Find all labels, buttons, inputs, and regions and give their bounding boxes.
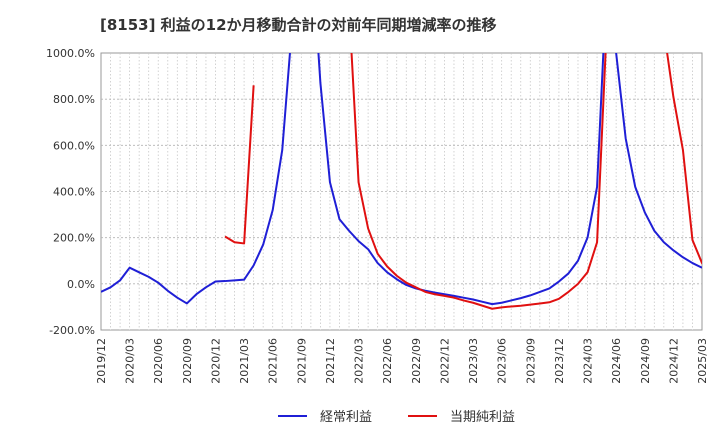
series-layer: [101, 53, 702, 310]
x-tick-label: 2022/12: [438, 338, 451, 384]
x-tick-label: 2020/03: [124, 338, 137, 384]
legend-label-1: 経常利益: [320, 410, 372, 425]
y-tick-label: 0.0%: [67, 278, 95, 291]
y-tick-label: 400.0%: [53, 186, 95, 199]
x-tick-label: 2020/09: [181, 338, 194, 384]
x-tick-label: 2023/06: [496, 338, 509, 384]
x-tick-label: 2024/03: [582, 338, 595, 384]
y-tick-label: 1000.0%: [46, 47, 95, 60]
y-tick-label: 600.0%: [53, 139, 95, 152]
x-tick-label: 2023/12: [553, 338, 566, 384]
chart-title: [8153] 利益の12か月移動合計の対前年同期増減率の推移: [100, 16, 497, 34]
x-tick-label: 2022/03: [353, 338, 366, 384]
series-line-1: [101, 53, 702, 306]
x-tick-label: 2024/12: [667, 338, 680, 384]
x-tick-label: 2019/12: [95, 338, 108, 384]
x-tick-label: 2021/03: [238, 338, 251, 384]
y-tick-label: 200.0%: [53, 232, 95, 245]
grid: [101, 53, 702, 330]
x-tick-label: 2024/09: [639, 338, 652, 384]
x-tick-label: 2025/03: [696, 338, 709, 384]
x-tick-label: 2024/06: [610, 338, 623, 384]
legend: 経常利益 当期純利益: [278, 410, 515, 425]
y-axis: -200.0% 0.0% 200.0% 400.0% 600.0% 800.0% 1000.…: [46, 47, 95, 337]
x-tick-label: 2022/09: [410, 338, 423, 384]
x-tick-label: 2022/06: [381, 338, 394, 384]
y-tick-label: -200.0%: [49, 324, 95, 337]
legend-label-2: 当期純利益: [450, 410, 515, 425]
x-tick-label: 2021/09: [295, 338, 308, 384]
x-axis: 2019/12 2020/03 2020/06 2020/09 2020/12 2021/…: [95, 338, 709, 384]
x-tick-label: 2020/06: [152, 338, 165, 384]
x-tick-label: 2020/12: [209, 338, 222, 384]
series-line-2: [224, 53, 702, 310]
x-tick-label: 2023/03: [467, 338, 480, 384]
x-tick-label: 2021/12: [324, 338, 337, 384]
x-tick-label: 2021/06: [267, 338, 280, 384]
x-tick-label: 2023/09: [524, 338, 537, 384]
y-tick-label: 800.0%: [53, 93, 95, 106]
